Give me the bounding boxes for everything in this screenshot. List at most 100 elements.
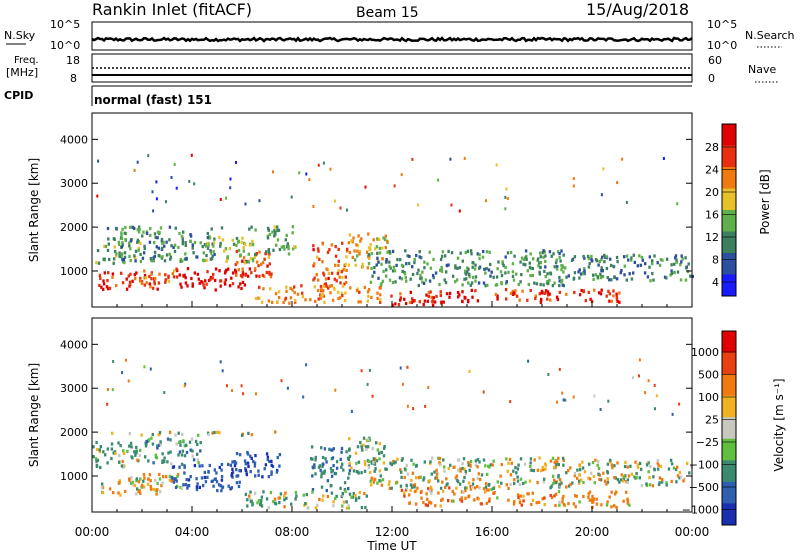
- power-cell: [247, 260, 250, 264]
- power-cell: [273, 225, 277, 229]
- power-cell: [519, 280, 522, 284]
- power-cell: [108, 286, 112, 290]
- velocity-cell: [138, 453, 141, 458]
- power-cell: [485, 199, 487, 203]
- velocity-cell: [363, 460, 366, 464]
- power-cell: [319, 293, 322, 297]
- power-cell: [261, 273, 265, 277]
- power-cell: [219, 244, 222, 248]
- velocity-cell: [270, 470, 273, 474]
- power-cell: [206, 246, 210, 250]
- power-cell: [593, 288, 596, 292]
- power-cell: [599, 272, 602, 276]
- colorbar-tick-label: −100: [689, 459, 719, 472]
- velocity-cell: [166, 437, 170, 441]
- power-cell: [572, 277, 575, 281]
- power-cell: [586, 254, 590, 258]
- power-cell: [562, 253, 565, 257]
- colorbar-swatch: [722, 481, 736, 504]
- velocity-cell: [304, 502, 307, 506]
- power-cell: [270, 272, 273, 276]
- power-cell: [260, 262, 263, 266]
- velocity-cell: [626, 497, 629, 501]
- velocity-cell: [135, 479, 138, 483]
- power-cell: [244, 273, 247, 277]
- power-cell: [433, 300, 437, 304]
- power-cell: [276, 228, 279, 232]
- power-cell: [411, 265, 414, 269]
- velocity-cell: [455, 486, 458, 490]
- power-cell: [423, 260, 426, 264]
- velocity-cell: [294, 490, 298, 495]
- power-cell: [404, 276, 407, 280]
- velocity-cell: [372, 480, 376, 484]
- power-cell: [337, 290, 340, 294]
- power-cell: [247, 252, 250, 256]
- velocity-cell: [122, 449, 125, 453]
- power-cell: [573, 255, 577, 259]
- velocity-cell: [626, 499, 630, 503]
- power-cell: [191, 282, 194, 286]
- velocity-cell: [358, 490, 361, 495]
- power-cell: [153, 232, 157, 236]
- power-cell: [561, 264, 564, 268]
- power-cell: [179, 257, 183, 262]
- power-cell: [572, 177, 575, 181]
- power-cell: [139, 241, 142, 245]
- velocity-cell: [553, 478, 556, 482]
- velocity-cell: [413, 485, 416, 489]
- power-cell: [538, 251, 542, 255]
- velocity-cell: [112, 451, 115, 455]
- velocity-cell: [656, 461, 659, 465]
- velocity-cell: [278, 464, 281, 468]
- power-cell: [382, 269, 385, 273]
- power-cell: [143, 269, 146, 273]
- velocity-cell: [219, 360, 222, 364]
- power-cell: [484, 284, 487, 288]
- power-cell: [504, 207, 507, 211]
- velocity-cell: [543, 503, 546, 507]
- velocity-cell: [415, 489, 418, 493]
- power-cell: [198, 281, 201, 285]
- xtick-label: 00:00: [75, 525, 110, 539]
- velocity-cell: [567, 484, 571, 488]
- velocity-cell: [670, 479, 673, 483]
- power-cell: [324, 277, 328, 281]
- power-cell: [651, 262, 654, 266]
- velocity-cell: [656, 459, 660, 463]
- velocity-cell: [515, 471, 518, 475]
- power-cell: [399, 292, 402, 296]
- power-cell: [372, 238, 375, 242]
- power-cell: [212, 241, 216, 245]
- velocity-cell: [428, 479, 431, 483]
- power-cell: [587, 257, 591, 261]
- power-cell: [630, 258, 633, 262]
- velocity-cell: [170, 479, 173, 483]
- power-cell: [129, 272, 132, 276]
- power-cell: [386, 239, 389, 243]
- velocity-cell: [552, 482, 555, 486]
- power-cell: [205, 282, 208, 286]
- velocity-cell: [399, 484, 403, 488]
- power-cell: [605, 266, 609, 271]
- velocity-cell: [394, 460, 397, 464]
- velocity-cell: [679, 475, 683, 479]
- velocity-cell: [151, 432, 154, 437]
- power-cell: [128, 284, 131, 288]
- velocity-cell: [340, 450, 343, 454]
- power-cell: [161, 246, 164, 250]
- power-cell: [267, 248, 270, 252]
- power-cell: [450, 203, 453, 207]
- power-cell: [422, 302, 425, 307]
- power-cell: [169, 255, 173, 259]
- power-cell: [356, 254, 359, 258]
- velocity-cell: [180, 486, 184, 490]
- velocity-cell: [611, 466, 614, 470]
- power-cell: [337, 259, 340, 263]
- velocity-cell: [500, 463, 503, 467]
- velocity-cell: [302, 395, 305, 399]
- velocity-cell: [460, 490, 464, 494]
- power-cell: [379, 293, 382, 297]
- power-cell: [615, 292, 618, 296]
